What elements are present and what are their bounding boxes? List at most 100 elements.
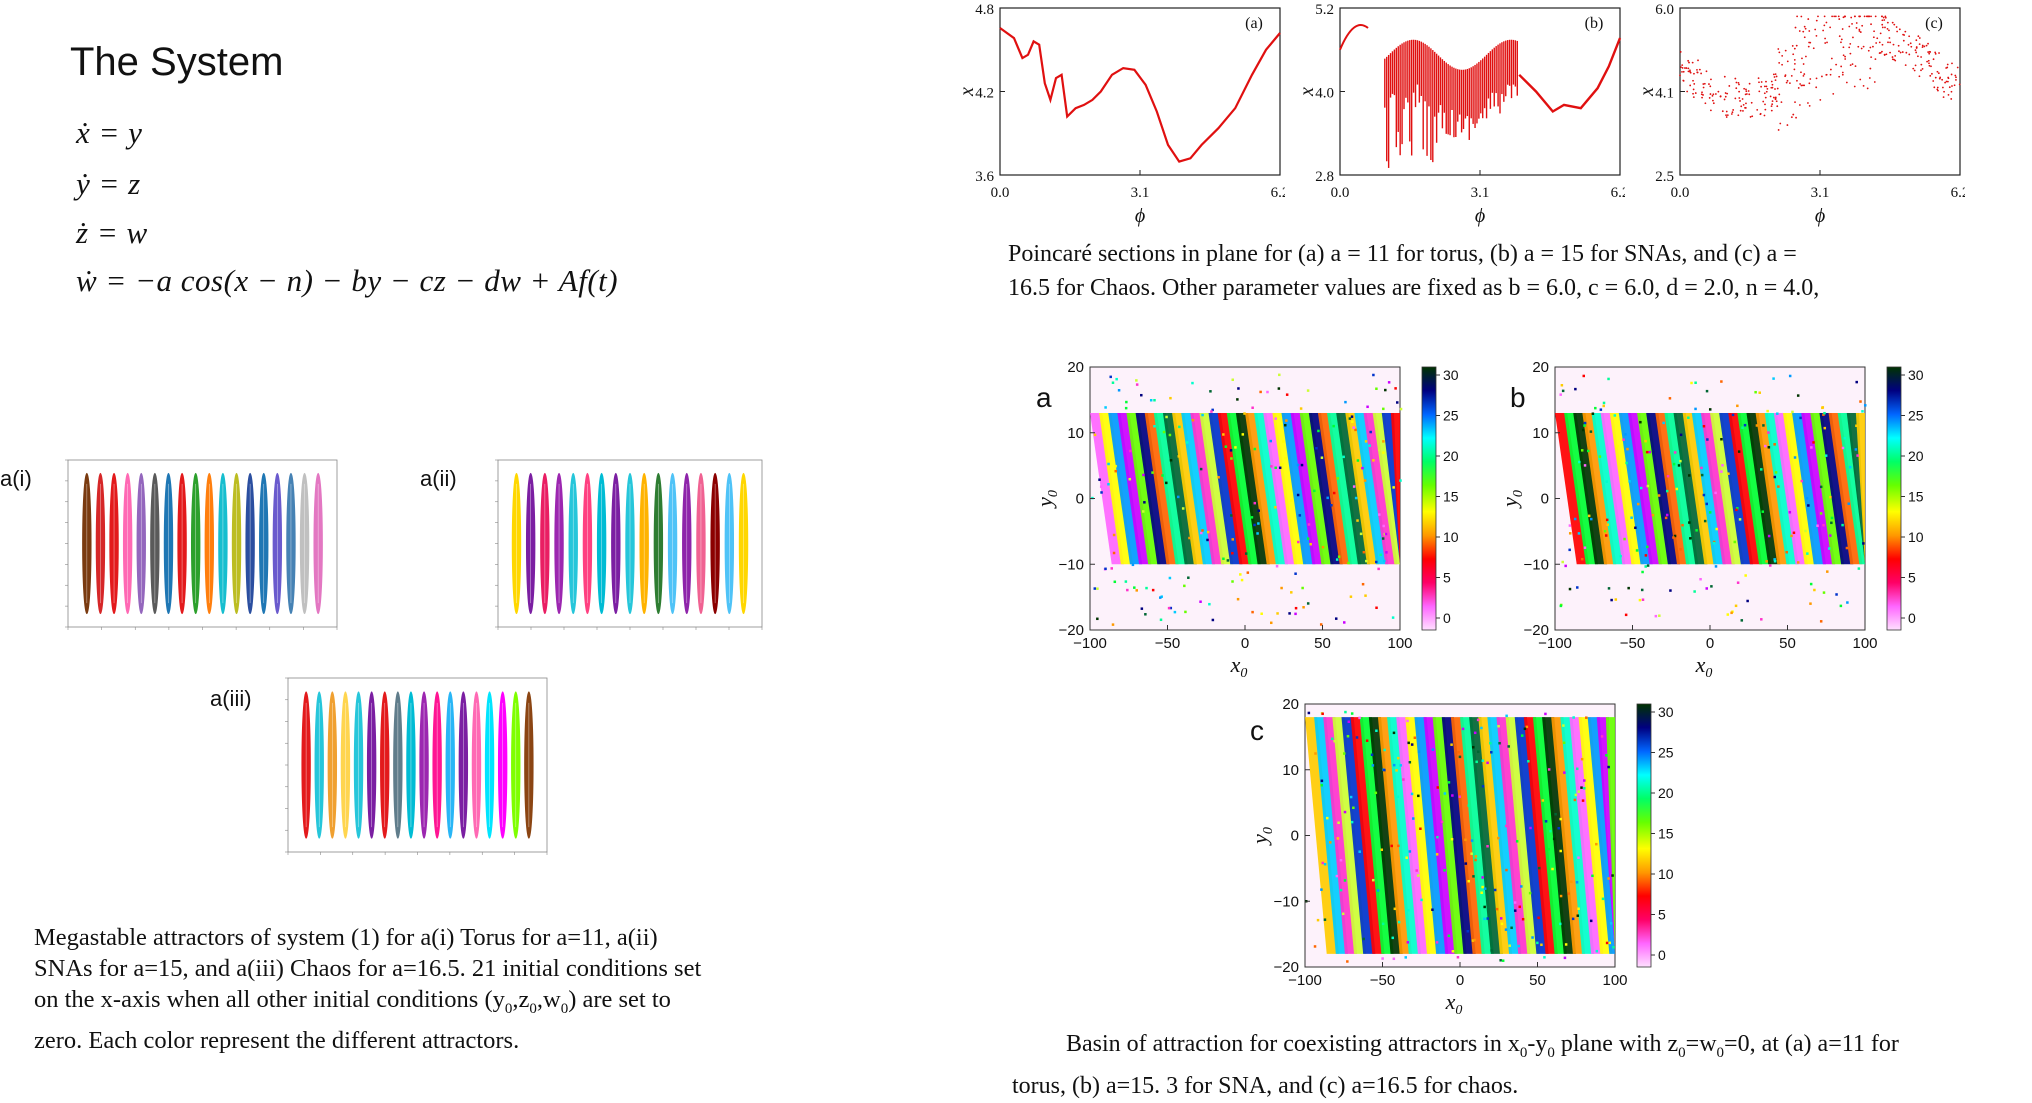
basin-speck <box>1710 585 1713 588</box>
basin-speck <box>1349 795 1353 799</box>
basin-speck <box>1554 812 1557 816</box>
poincare-point <box>1955 76 1957 79</box>
poincare-point <box>1869 46 1872 49</box>
poincare-point <box>1770 105 1773 108</box>
basin-speck <box>1594 406 1597 410</box>
basin-speck <box>1274 506 1277 509</box>
colorbar-tick-label: 10 <box>1908 529 1924 545</box>
poincare-point <box>1934 52 1937 55</box>
basin-speck <box>1344 400 1347 404</box>
poincare-point <box>1765 85 1768 88</box>
basin-speck <box>1253 447 1257 451</box>
poincare-point <box>1808 30 1811 32</box>
basin-speck <box>1169 396 1172 400</box>
basin-stripe <box>1837 413 1865 565</box>
basin-speck <box>1821 406 1825 409</box>
poincare-point <box>1869 67 1872 70</box>
basin-speck <box>1627 586 1630 590</box>
poincare-point <box>1809 78 1812 80</box>
basin-speck <box>1169 606 1173 610</box>
basin-speck <box>1796 394 1800 397</box>
poincare-point <box>1902 39 1905 42</box>
poincare-point <box>1921 46 1924 49</box>
basin-speck <box>1236 597 1240 601</box>
x-tick-label: 100 <box>1387 635 1412 652</box>
poincare-point <box>1860 47 1863 50</box>
basin-speck <box>1544 712 1547 716</box>
basin-speck <box>1776 412 1779 415</box>
basin-stripe <box>1605 717 1615 954</box>
poincare-point <box>1763 85 1766 88</box>
basin-speck <box>1573 517 1577 521</box>
poincare-point <box>1773 76 1776 78</box>
basin-speck <box>1334 617 1338 620</box>
poincare-point <box>1898 50 1900 53</box>
poincare-point <box>1824 37 1826 40</box>
basin-speck <box>1646 545 1649 549</box>
basin-speck <box>1829 534 1832 537</box>
basin-speck <box>1160 595 1163 598</box>
poincare-point <box>1748 93 1751 96</box>
basin-speck <box>1576 914 1580 917</box>
y-axis-label: x <box>1296 87 1318 97</box>
basin-speck <box>1743 423 1747 427</box>
basin-speck <box>1321 861 1325 865</box>
poincare-point <box>1792 53 1795 56</box>
poincare-point <box>1886 27 1889 30</box>
basin-speck <box>1537 866 1541 870</box>
poincare-point <box>1786 60 1789 63</box>
basin-speck <box>1693 590 1696 593</box>
x-tick-label: 0 <box>1456 972 1464 989</box>
poincare-point <box>1775 100 1778 103</box>
basin-speck <box>1826 570 1829 573</box>
basin-speck <box>1662 421 1665 425</box>
poincare-point <box>1759 113 1762 116</box>
basin-speck <box>1320 784 1323 787</box>
basin-speck <box>1278 466 1282 470</box>
poincare-point <box>1823 15 1826 18</box>
basin-speck <box>1397 920 1401 924</box>
basin-speck <box>1605 754 1608 757</box>
poincare-point <box>1910 45 1913 48</box>
basin-speck <box>1577 856 1580 859</box>
basin-speck <box>1738 518 1742 521</box>
poincare-point <box>1941 78 1944 81</box>
basin-speck <box>1690 381 1693 385</box>
basin-speck <box>1129 449 1132 453</box>
basin-speck <box>1471 939 1475 942</box>
y-tick-label: −10 <box>1524 556 1549 573</box>
basin-speck <box>1343 810 1347 814</box>
basin-speck <box>1140 393 1143 397</box>
basin-speck <box>1480 726 1483 730</box>
basin-speck <box>1609 922 1613 925</box>
poincare-point <box>1742 110 1744 112</box>
basin-speck <box>1231 538 1234 541</box>
basin-speck <box>1349 595 1353 598</box>
basin-speck <box>1144 613 1147 616</box>
basin-speck <box>1508 944 1511 947</box>
basin-speck <box>1161 474 1164 477</box>
colorbar-tick-label: 0 <box>1908 610 1916 626</box>
basin-speck <box>1124 406 1128 410</box>
x-tick-label: 6.2 <box>1611 185 1625 201</box>
equation-1: ẋ = y <box>76 115 143 150</box>
basin-speck <box>1473 731 1477 735</box>
basin-speck <box>1486 761 1489 765</box>
basin-speck <box>1191 381 1194 385</box>
basin-speck <box>1135 379 1138 382</box>
poincare-point <box>1704 102 1707 105</box>
basin-speck <box>1363 479 1367 482</box>
basin-speck <box>1096 587 1099 590</box>
basin-speck <box>1451 794 1454 797</box>
poincare-point <box>1685 67 1688 69</box>
basin-speck <box>1104 567 1107 571</box>
basin-speck <box>1323 862 1327 866</box>
basin-speck <box>1702 493 1706 497</box>
basin-speck <box>1823 411 1826 415</box>
basin-speck <box>1560 384 1564 387</box>
basin-speck <box>1244 552 1248 555</box>
basin-speck <box>1294 572 1297 575</box>
colorbar-tick-label: 10 <box>1443 529 1459 545</box>
colorbar <box>1886 366 1902 631</box>
basin-speck <box>1586 449 1590 453</box>
